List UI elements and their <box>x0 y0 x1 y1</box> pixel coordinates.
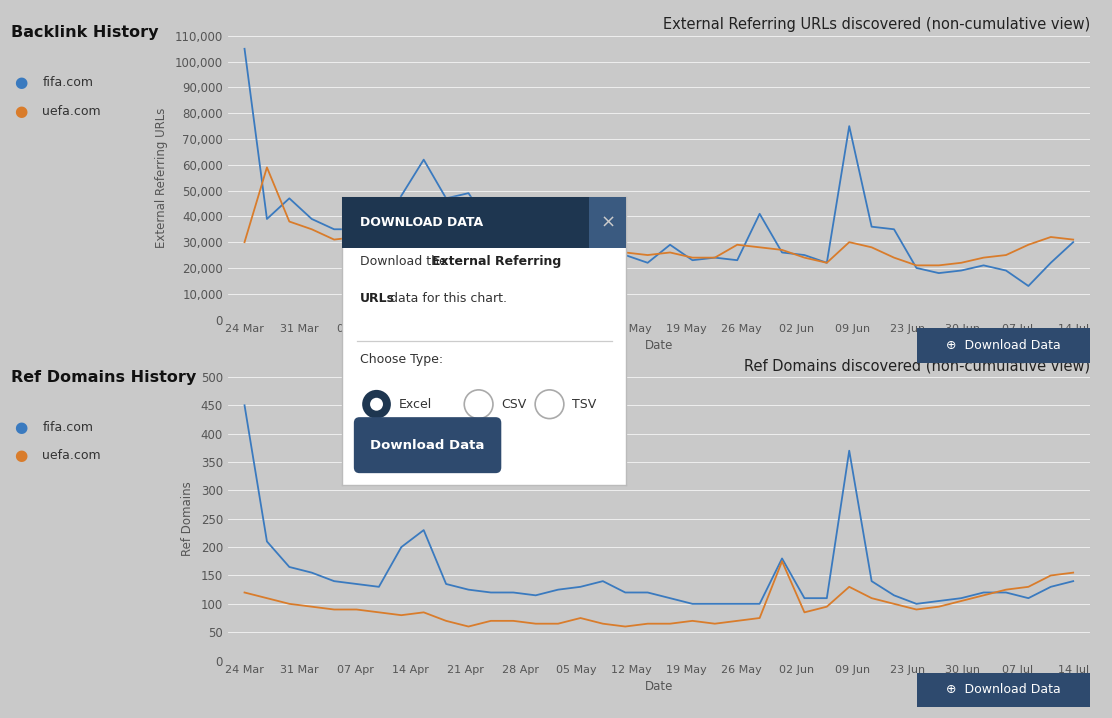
Text: fifa.com: fifa.com <box>42 76 93 89</box>
Y-axis label: External Referring URLs: External Referring URLs <box>155 108 168 248</box>
Text: ⊕  Download Data: ⊕ Download Data <box>946 339 1061 352</box>
Text: data for this chart.: data for this chart. <box>387 292 507 305</box>
Text: ×: × <box>600 213 615 232</box>
Text: TSV: TSV <box>573 398 596 411</box>
Ellipse shape <box>363 390 391 419</box>
Text: CSV: CSV <box>502 398 527 411</box>
Text: Ref Domains discovered (non-cumulative view): Ref Domains discovered (non-cumulative v… <box>744 358 1090 373</box>
Y-axis label: Ref Domains: Ref Domains <box>181 481 193 556</box>
Text: ●: ● <box>14 104 28 118</box>
Text: External Referring URLs discovered (non-cumulative view): External Referring URLs discovered (non-… <box>663 17 1090 32</box>
Bar <box>589 197 626 248</box>
Text: Download Data: Download Data <box>370 439 485 452</box>
Text: Choose Type:: Choose Type: <box>359 353 443 365</box>
Text: ●: ● <box>14 420 28 434</box>
Text: DOWNLOAD DATA: DOWNLOAD DATA <box>359 216 483 229</box>
X-axis label: Date: Date <box>645 339 673 352</box>
Text: ●: ● <box>14 449 28 463</box>
Text: Excel: Excel <box>399 398 433 411</box>
Text: URLs: URLs <box>359 292 395 305</box>
Text: External Referring: External Referring <box>431 255 562 268</box>
Text: fifa.com: fifa.com <box>42 421 93 434</box>
Bar <box>342 197 626 248</box>
Text: Ref Domains History: Ref Domains History <box>11 370 197 385</box>
Text: uefa.com: uefa.com <box>42 449 101 462</box>
Ellipse shape <box>535 390 564 419</box>
Text: Backlink History: Backlink History <box>11 25 159 40</box>
Text: Download the: Download the <box>359 255 450 268</box>
Text: uefa.com: uefa.com <box>42 105 101 118</box>
X-axis label: Date: Date <box>645 680 673 693</box>
Ellipse shape <box>370 398 383 411</box>
FancyBboxPatch shape <box>354 417 502 473</box>
Ellipse shape <box>464 390 493 419</box>
Text: ●: ● <box>14 75 28 90</box>
Text: ⊕  Download Data: ⊕ Download Data <box>946 684 1061 696</box>
